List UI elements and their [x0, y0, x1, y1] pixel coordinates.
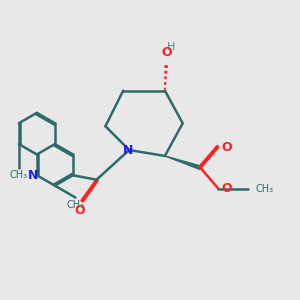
Text: O: O: [221, 182, 232, 195]
Text: N: N: [28, 169, 38, 182]
Text: H: H: [167, 42, 175, 52]
Text: CH₃: CH₃: [10, 170, 28, 180]
Text: O: O: [221, 140, 232, 154]
Text: N: N: [122, 143, 133, 157]
Text: CH₃: CH₃: [66, 200, 85, 210]
Text: O: O: [161, 46, 172, 59]
Text: CH₃: CH₃: [256, 184, 274, 194]
Text: O: O: [75, 203, 86, 217]
Polygon shape: [165, 156, 201, 169]
